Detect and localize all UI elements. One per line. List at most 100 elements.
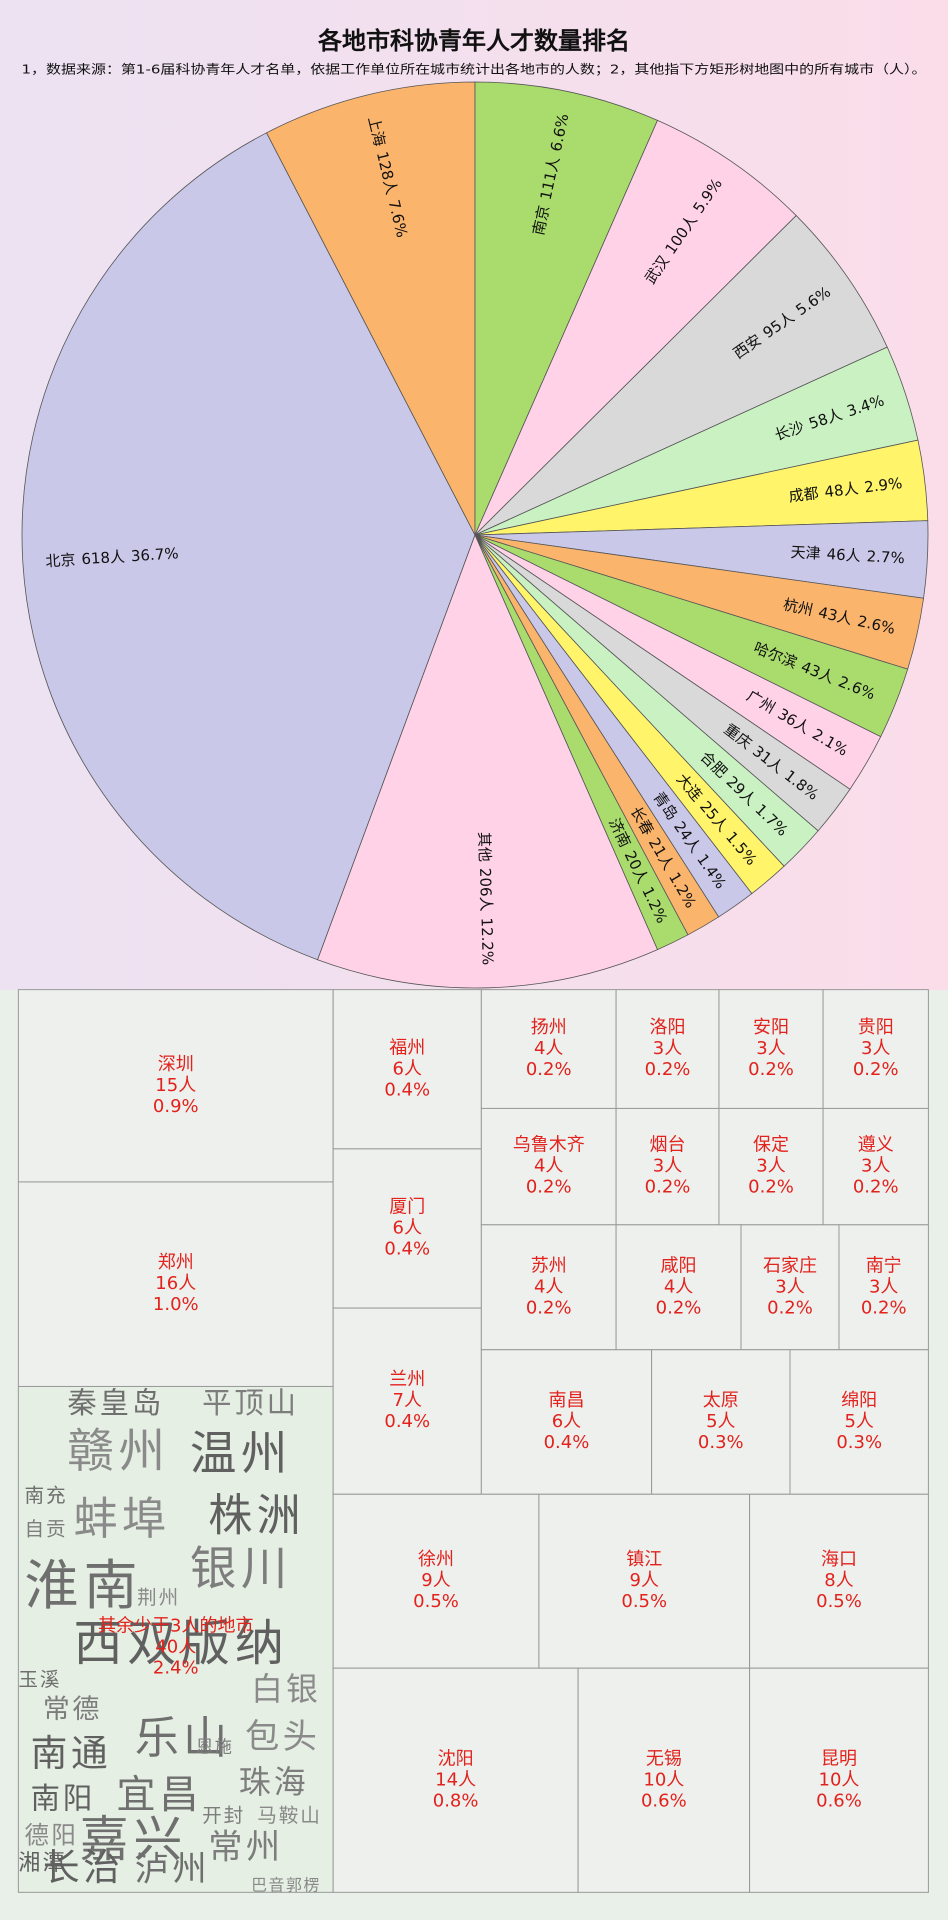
slice-percent-label: 2.9% bbox=[863, 473, 903, 495]
cell-value-label: 15人 bbox=[155, 1075, 196, 1096]
cell-percent-label: 1.0% bbox=[153, 1294, 199, 1315]
slice-value-label: 206人 bbox=[476, 868, 495, 912]
cell-percent-label: 0.6% bbox=[641, 1790, 687, 1811]
treemap-cell bbox=[480, 1349, 653, 1495]
cell-category: 保定 bbox=[753, 1135, 789, 1156]
cell-category: 贵阳 bbox=[858, 1017, 894, 1038]
cell-value-label: 5人 bbox=[844, 1411, 873, 1432]
cell-category: 南宁 bbox=[866, 1255, 902, 1276]
cell-category: 厦门 bbox=[389, 1196, 425, 1217]
cell-value-label: 6人 bbox=[393, 1058, 422, 1079]
cell-category: 镇江 bbox=[626, 1549, 662, 1570]
cell-value-label: 6人 bbox=[552, 1411, 581, 1432]
word-cloud-word: 荆州 bbox=[137, 1586, 180, 1609]
cell-percent-label: 0.8% bbox=[433, 1790, 479, 1811]
word-cloud-word: 恩施 bbox=[196, 1737, 234, 1757]
cell-percent-label: 0.2% bbox=[767, 1297, 813, 1318]
treemap-cell bbox=[615, 1107, 720, 1226]
cell-value-label: 10人 bbox=[819, 1769, 860, 1790]
cell-category: 石家庄 bbox=[763, 1255, 817, 1276]
slice-label: 其他 206人 12.2% bbox=[475, 832, 497, 966]
cell-value-label: 3人 bbox=[861, 1156, 890, 1177]
cell-percent-label: 0.3% bbox=[698, 1432, 744, 1453]
pie-slice bbox=[21, 132, 476, 961]
cell-value-label: 8人 bbox=[824, 1570, 853, 1591]
word-cloud-word: 湘潭 bbox=[18, 1851, 66, 1876]
cell-percent-label: 0.5% bbox=[816, 1591, 862, 1612]
word-cloud-word: 南阳 bbox=[31, 1781, 96, 1815]
word-cloud-word: 常德 bbox=[43, 1694, 102, 1725]
cell-percent-label: 0.4% bbox=[544, 1432, 590, 1453]
cell-percent-label: 0.2% bbox=[853, 1177, 899, 1198]
cell-category: 无锡 bbox=[646, 1748, 682, 1769]
slice-value-label: 48人 bbox=[823, 479, 859, 501]
cell-value-label: 3人 bbox=[756, 1156, 785, 1177]
word-cloud-word: 包头 bbox=[245, 1717, 320, 1757]
word-cloud-word: 泸州 bbox=[135, 1850, 210, 1890]
word-cloud-word: 银川 bbox=[190, 1542, 292, 1596]
treemap-cell bbox=[577, 1667, 751, 1893]
chart-subtitle: 1，数据来源：第1-6届科协青年人才名单，依据工作单位所在城市统计出各地市的人数… bbox=[22, 62, 927, 77]
cell-category: 苏州 bbox=[531, 1255, 567, 1276]
cell-category: 郑州 bbox=[158, 1252, 194, 1273]
cell-percent-label: 0.2% bbox=[656, 1297, 702, 1318]
slice-label: 北京 618人 36.7% bbox=[45, 544, 179, 570]
slice-value-label: 618人 bbox=[81, 547, 126, 568]
cell-value-label: 6人 bbox=[393, 1217, 422, 1238]
pie-slice bbox=[317, 533, 659, 989]
word-cloud-word: 长治 bbox=[43, 1846, 124, 1889]
treemap-cell bbox=[480, 1107, 617, 1226]
word-cloud-word: 珠海 bbox=[239, 1763, 309, 1801]
word-cloud-word: 淮南 bbox=[24, 1554, 142, 1617]
slice-label: 天津 46人 2.7% bbox=[790, 543, 905, 567]
slice-category: 北京 bbox=[45, 550, 76, 570]
cell-percent-label: 0.2% bbox=[853, 1059, 899, 1080]
cell-value-label: 4人 bbox=[534, 1276, 563, 1297]
word-cloud-word: 蚌埠 bbox=[73, 1494, 170, 1545]
cell-percent-label: 0.2% bbox=[645, 1177, 691, 1198]
cell-percent-label: 0.4% bbox=[384, 1079, 430, 1100]
cell-value-label: 3人 bbox=[775, 1276, 804, 1297]
treemap-cell bbox=[17, 1181, 334, 1387]
word-cloud-word: 赣州 bbox=[67, 1424, 169, 1478]
word-cloud-word: 开封 bbox=[202, 1804, 245, 1827]
word-cloud-word: 嘉兴 bbox=[80, 1811, 188, 1868]
cell-category: 绵阳 bbox=[841, 1390, 877, 1411]
cell-value-label: 10人 bbox=[643, 1769, 684, 1790]
cell-value-label: 9人 bbox=[630, 1570, 659, 1591]
slice-value-label: 46人 bbox=[826, 545, 861, 565]
word-cloud-word: 温州 bbox=[190, 1427, 292, 1481]
cell-category: 安阳 bbox=[753, 1017, 789, 1038]
cell-value-label: 4人 bbox=[534, 1038, 563, 1059]
cell-percent-label: 0.2% bbox=[526, 1059, 572, 1080]
pie-slice bbox=[474, 215, 888, 536]
cell-category: 南昌 bbox=[548, 1390, 584, 1411]
slice-category: 成都 bbox=[788, 484, 820, 506]
slice-category: 其他 bbox=[475, 832, 494, 863]
word-cloud-word: 宜昌 bbox=[116, 1773, 202, 1818]
treemap-cell bbox=[332, 989, 482, 1150]
cell-percent-label: 0.2% bbox=[526, 1177, 572, 1198]
word-cloud-word: 玉溪 bbox=[18, 1668, 61, 1691]
treemap-cell bbox=[651, 1349, 791, 1495]
treemap-cell bbox=[17, 1385, 334, 1893]
cell-category: 沈阳 bbox=[438, 1748, 474, 1769]
slice-percent-label: 2.7% bbox=[866, 547, 905, 567]
pie-slice bbox=[474, 119, 797, 536]
cell-value-label: 7人 bbox=[393, 1390, 422, 1411]
cell-category: 乌鲁木齐 bbox=[513, 1135, 585, 1156]
treemap-cell bbox=[615, 1224, 742, 1351]
treemap-cell bbox=[838, 1224, 929, 1351]
word-cloud-word: 白银 bbox=[251, 1670, 321, 1708]
word-cloud-word: 自贡 bbox=[24, 1517, 67, 1540]
pie-slice bbox=[474, 81, 659, 536]
cell-category: 海口 bbox=[821, 1549, 857, 1570]
cell-value-label: 4人 bbox=[664, 1276, 693, 1297]
chart-title: 各地市科协青年人才数量排名 bbox=[317, 27, 630, 55]
cell-percent-label: 0.6% bbox=[816, 1790, 862, 1811]
cell-category: 徐州 bbox=[418, 1549, 454, 1570]
word-cloud-word: 株洲 bbox=[208, 1490, 305, 1541]
word-cloud-word: 西双版纳 bbox=[73, 1615, 288, 1672]
treemap-cell bbox=[822, 1107, 929, 1226]
